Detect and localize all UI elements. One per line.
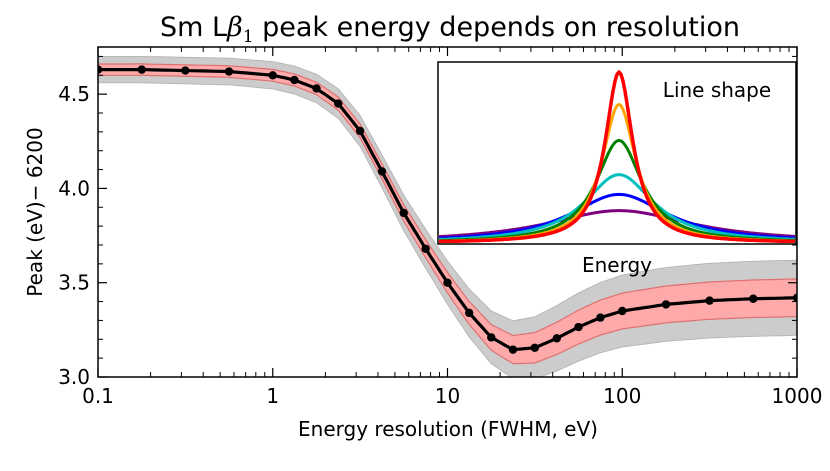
- x-tick-label: 100: [603, 384, 641, 408]
- data-point: [749, 294, 758, 303]
- data-point: [464, 308, 474, 318]
- data-point: [334, 99, 343, 108]
- inset-xlabel: Energy: [582, 253, 652, 277]
- data-point: [705, 296, 714, 305]
- uncertainty-bands: [98, 56, 797, 377]
- chart-title-subscript: 1: [243, 27, 254, 47]
- data-point: [530, 343, 540, 352]
- chart-title-prefix: Sm L: [160, 12, 227, 43]
- data-point: [181, 66, 190, 75]
- data-point: [377, 167, 387, 176]
- data-point: [224, 67, 234, 76]
- y-tick-label: 3.0: [58, 365, 90, 389]
- y-tick-label: 4.5: [58, 82, 90, 106]
- data-point: [618, 306, 627, 316]
- data-point: [574, 322, 583, 332]
- inset-curves: [439, 70, 795, 243]
- data-point: [552, 334, 561, 343]
- uncertainty-band-inner: [98, 63, 797, 365]
- data-point: [268, 71, 277, 80]
- y-axis-label: Peak (eV)− 6200: [23, 127, 47, 296]
- data-point: [290, 75, 299, 85]
- x-axis-label: Energy resolution (FWHM, eV): [298, 417, 598, 441]
- data-point: [312, 84, 321, 93]
- y-tick-label: 3.5: [58, 271, 90, 295]
- data-point: [98, 65, 103, 74]
- inset-title: Line shape: [663, 78, 771, 102]
- inset-frame: [437, 61, 797, 245]
- data-point: [421, 244, 430, 253]
- data-point: [355, 126, 365, 136]
- inset-line-shape: Line shape Energy: [437, 61, 797, 277]
- chart-title: Sm Lβ1 peak energy depends on resolution: [160, 12, 740, 47]
- data-point: [661, 300, 671, 309]
- data-point: [487, 333, 496, 342]
- plot-frame: [97, 46, 798, 378]
- data-point: [443, 278, 452, 287]
- inset-curve-blue: [439, 192, 795, 240]
- inset-curve-widest: [439, 209, 795, 239]
- x-tick-label: 1: [266, 384, 279, 408]
- data-point: [792, 293, 797, 302]
- chart-title-greek: β: [226, 12, 243, 43]
- chart-title-suffix: peak energy depends on resolution: [254, 12, 740, 43]
- y-tick-label: 4.0: [58, 176, 90, 200]
- x-tick-label: 0.1: [82, 384, 114, 408]
- series-layer: [98, 65, 797, 354]
- x-tick-label: 10: [435, 384, 460, 408]
- inset-curve-red: [439, 70, 795, 243]
- data-point: [137, 65, 146, 74]
- data-point: [596, 313, 605, 322]
- inset-curve-cyan: [439, 173, 795, 241]
- x-tick-label: 1000: [772, 384, 823, 408]
- data-point: [399, 208, 408, 218]
- data-point: [508, 345, 518, 354]
